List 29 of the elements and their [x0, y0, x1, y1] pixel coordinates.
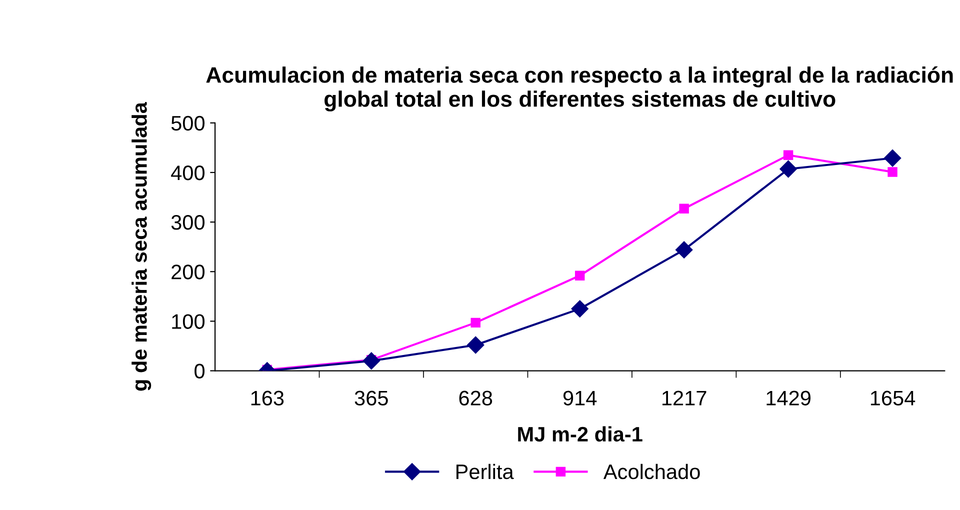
x-tick-label: 1654: [870, 390, 916, 406]
x-tick-label: 365: [354, 390, 388, 406]
point: [783, 150, 794, 160]
point: [888, 167, 898, 177]
point: [780, 160, 797, 178]
point: [470, 318, 480, 328]
x-tick-label: 628: [459, 390, 492, 406]
x-tick-label: 1217: [662, 390, 706, 406]
x-axis-title: MJ m-2 dia-1: [518, 426, 642, 442]
x-tick-label: 914: [563, 390, 597, 406]
y-tick-label: 500: [171, 116, 205, 131]
point: [467, 336, 484, 354]
y-tick-label: 100: [172, 314, 205, 329]
y-tick-label: 200: [172, 264, 205, 280]
y-tick-label: 400: [171, 165, 205, 180]
x-tick-label: 163: [251, 390, 284, 406]
legend-label: Perlita: [456, 464, 514, 480]
y-axis-title: g de materia seca acumulada: [132, 102, 152, 391]
point: [884, 150, 902, 167]
point: [679, 204, 689, 214]
legend-label: Acolchado: [603, 464, 700, 480]
x-tick-label: 1429: [766, 390, 810, 406]
point: [362, 352, 380, 370]
chart-title: Acumulacion de materia seca con respecto a la integral de la radiación global total en los diferentes sistemas de cultivo: [206, 66, 953, 112]
point: [571, 300, 588, 318]
point: [676, 241, 693, 258]
y-tick-label: 300: [171, 215, 205, 230]
y-tick-label: 0: [194, 364, 205, 379]
point: [574, 270, 585, 280]
